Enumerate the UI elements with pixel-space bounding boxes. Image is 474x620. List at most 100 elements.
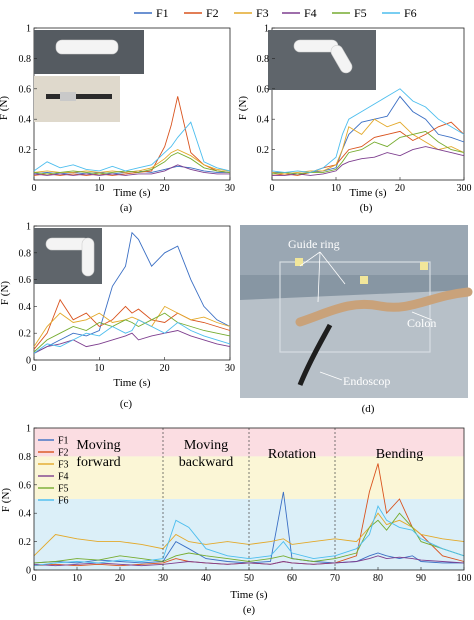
series-line-f1 xyxy=(33,491,464,564)
y-tick-label: 1 xyxy=(26,424,31,435)
photo-wall xyxy=(240,225,468,275)
panel-e-phases: Moving forward Moving backward Rotation Bendi… xyxy=(76,428,423,570)
sensor-shape xyxy=(60,92,76,101)
panel-c-plot: 0 10 20 30 0 0.2 0.4 0.6 0.8 1 xyxy=(19,222,236,375)
x-tick-label: 70 xyxy=(330,573,340,584)
panel-b-plot: 0 10 20 300 0.2 0.4 0.6 0.8 1 xyxy=(257,24,472,195)
x-tick-label: 80 xyxy=(373,573,383,584)
y-tick-label: 0.4 xyxy=(19,509,32,520)
top-legend: F1 F2 F3 F4 F5 F6 xyxy=(134,6,417,20)
y-tick-label: 0.8 xyxy=(257,54,270,65)
legend-entry: F1 xyxy=(58,436,69,447)
panel-c-ylabel: F (N) xyxy=(0,281,11,305)
guide-ring-pointer xyxy=(317,251,321,303)
legend-entry: F3 xyxy=(256,6,269,20)
colon-label: Colon xyxy=(407,316,436,330)
series-line-f3 xyxy=(33,512,465,557)
y-tick-label: 0.6 xyxy=(257,84,270,95)
series-line-f5 xyxy=(33,152,231,175)
panel-c-label: (c) xyxy=(120,398,133,410)
y-tick-label: 0.4 xyxy=(257,115,270,126)
x-tick-label: 0 xyxy=(270,183,275,194)
panel-e-label: (e) xyxy=(243,604,256,616)
y-tick-label: 0.4 xyxy=(19,115,32,126)
panel-d-label: (d) xyxy=(362,403,375,415)
legend-entry: F4 xyxy=(58,472,69,483)
guide-tube-shape xyxy=(55,39,119,55)
x-tick-label: 10 xyxy=(94,363,104,374)
panel-e-bands xyxy=(34,428,464,570)
legend-entry: F1 xyxy=(156,6,169,20)
phase-label: Moving xyxy=(76,438,120,453)
phase-label: forward xyxy=(76,455,120,470)
x-tick-label: 20 xyxy=(160,363,170,374)
y-tick-label: 0.2 xyxy=(19,537,32,548)
guide-ring-pointer xyxy=(319,251,346,285)
series-line-f3 xyxy=(33,149,231,173)
panel-c-inset-photo xyxy=(34,228,102,284)
panel-a-label: (a) xyxy=(120,202,133,214)
panel-a: 0 10 20 30 0.2 0.4 0.6 0.8 1 F (N) Time (s) (a) xyxy=(0,24,235,215)
endoscope-cable-shape xyxy=(297,323,333,386)
phase-label: Moving xyxy=(184,438,228,453)
panel-c-xlabel: Time (s) xyxy=(113,377,151,389)
series-line-f5 xyxy=(271,130,465,175)
panel-e: 0 10 20 30 40 50 60 70 80 90 100 0 0.2 0.4 0.6 0.8 1 Mov… xyxy=(0,424,472,617)
series-line-f5 xyxy=(33,512,465,564)
series-line-f6 xyxy=(33,319,231,354)
y-tick-label: 0 xyxy=(26,356,31,367)
guide-tube-bend-shape xyxy=(81,237,95,277)
series-line-f4 xyxy=(33,330,231,354)
x-tick-label: 40 xyxy=(201,573,211,584)
legend-entry: F5 xyxy=(354,6,367,20)
x-tick-label: 50 xyxy=(244,573,254,584)
series-line-f4 xyxy=(272,146,465,176)
x-tick-label: 60 xyxy=(287,573,297,584)
panel-e-ylabel: F (N) xyxy=(0,488,12,512)
panel-c: 0 10 20 30 0 0.2 0.4 0.6 0.8 1 F (N) Time (s) (c) xyxy=(0,222,235,411)
photo-table xyxy=(240,290,468,398)
y-tick-label: 0.6 xyxy=(19,275,32,286)
legend-entry: F2 xyxy=(206,6,219,20)
series-line-f3 xyxy=(271,118,465,175)
x-tick-label: 30 xyxy=(225,363,235,374)
panel-a-plot: 0 10 20 30 0.2 0.4 0.6 0.8 1 xyxy=(19,24,236,195)
series-line-f5 xyxy=(33,312,231,353)
x-tick-label: 90 xyxy=(416,573,426,584)
legend-entry: F4 xyxy=(304,6,317,20)
series-line-f1 xyxy=(33,231,231,354)
x-tick-label: 0 xyxy=(32,573,37,584)
phase-label: backward xyxy=(179,455,233,470)
panel-b-ylabel: F (N) xyxy=(237,96,249,120)
guide-tube-bend-shape xyxy=(330,45,353,74)
y-tick-label: 0.6 xyxy=(19,84,32,95)
panel-b-xlabel: Time (s) xyxy=(349,187,387,199)
legend-entry: F6 xyxy=(58,496,69,507)
panel-a-xlabel: Time (s) xyxy=(113,187,151,199)
inset-photo xyxy=(268,30,376,90)
series-line-f3 xyxy=(33,305,231,347)
guide-ring-marker xyxy=(295,258,303,266)
panel-a-inset-photo xyxy=(34,30,144,122)
y-tick-label: 0.8 xyxy=(19,248,32,259)
x-tick-label: 20 xyxy=(115,573,125,584)
panel-b-label: (b) xyxy=(360,202,373,214)
x-tick-label: 20 xyxy=(395,183,405,194)
guide-ring-pointer xyxy=(299,251,321,267)
series-line-f6 xyxy=(33,505,465,567)
colon-model-shape xyxy=(295,287,473,327)
x-tick-label: 10 xyxy=(94,183,104,194)
x-tick-label: 10 xyxy=(331,183,341,194)
y-tick-label: 0.8 xyxy=(19,452,32,463)
guide-ring-marker xyxy=(420,262,428,270)
y-tick-label: 0 xyxy=(26,566,31,577)
y-tick-label: 0.8 xyxy=(19,54,32,65)
y-tick-label: 0.6 xyxy=(19,480,32,491)
x-tick-label: 100 xyxy=(457,573,472,584)
endoscope-pointer xyxy=(319,371,343,381)
acrylic-box-shape xyxy=(279,261,431,353)
phase-label: Rotation xyxy=(268,447,316,462)
panel-a-ylabel: F (N) xyxy=(0,96,10,120)
panel-e-xlabel: Time (s) xyxy=(230,589,268,601)
series-line-f4 xyxy=(33,555,465,567)
